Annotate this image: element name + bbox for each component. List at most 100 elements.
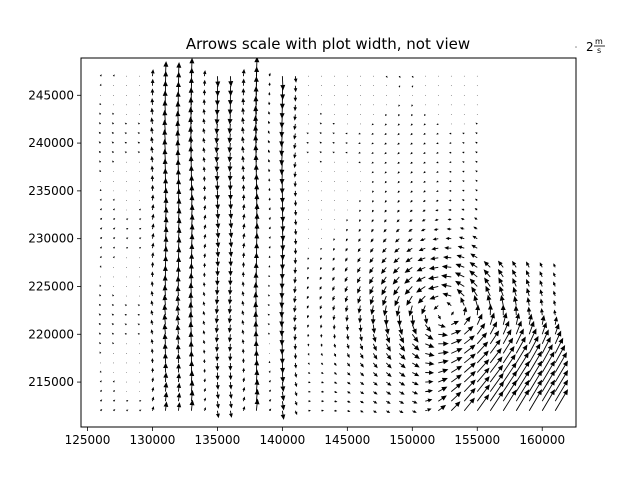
quiver-arrow — [113, 409, 116, 412]
quiver-arrow — [541, 389, 556, 411]
quiver-arrow — [398, 75, 401, 79]
quiver-arrow — [112, 112, 115, 115]
quiver-arrow — [450, 311, 454, 316]
quiver-arrow — [463, 316, 471, 325]
quiver-arrow — [188, 331, 194, 344]
quiver-arrow — [241, 155, 245, 163]
quiver-arrow — [162, 265, 168, 277]
quiver-arrow — [386, 381, 392, 386]
quiver-arrow — [475, 122, 478, 125]
quiver-arrow — [268, 379, 271, 383]
quiver-arrow — [215, 353, 220, 362]
quiver-arrow — [319, 122, 322, 125]
quiver-arrow — [151, 242, 155, 249]
quiver-arrow — [434, 218, 439, 222]
quiver-arrow — [241, 88, 246, 96]
quiver-arrow — [472, 235, 478, 240]
quiver-arrow — [307, 267, 310, 270]
quiver-arrow — [397, 133, 400, 136]
quiver-arrow — [162, 323, 168, 335]
quiver-arrow — [332, 286, 336, 292]
quiver-arrow — [308, 381, 311, 384]
quiver-arrow — [112, 389, 116, 393]
quiver-arrow — [483, 261, 491, 268]
quiver-arrow — [150, 309, 154, 316]
quiver-arrow — [228, 248, 234, 258]
quiver-arrow — [293, 362, 298, 369]
quiver-arrow — [150, 280, 154, 287]
quiver-arrow — [202, 310, 206, 316]
quiver-arrow — [512, 286, 518, 297]
quiver-arrow — [515, 344, 528, 364]
quiver-arrow — [214, 334, 220, 343]
quiver-arrow — [268, 245, 271, 249]
quiver-arrow — [319, 324, 323, 329]
quiver-arrow — [163, 61, 169, 77]
quiver-arrow — [228, 267, 233, 277]
quiver-arrow — [151, 232, 155, 239]
quiver-arrow — [214, 152, 220, 163]
quiver-arrow — [392, 276, 400, 285]
quiver-arrow — [539, 280, 543, 287]
quiver-arrow — [541, 336, 551, 354]
quiver-arrow — [411, 343, 420, 351]
quiver-arrow — [176, 382, 182, 392]
quiver-arrow — [347, 391, 351, 394]
quiver-arrow — [410, 152, 413, 155]
quiver-arrow — [268, 187, 271, 191]
quiver-arrow — [175, 275, 181, 287]
quiver-arrow — [228, 410, 233, 418]
quiver-arrow — [370, 315, 376, 325]
quiver-arrow — [398, 343, 406, 352]
quiver-arrow — [126, 246, 129, 249]
quiver-arrow — [241, 271, 245, 277]
quiver-arrow — [428, 265, 439, 271]
quiver-arrow — [175, 343, 181, 354]
quiver-arrow — [370, 238, 374, 243]
quiver-arrow — [476, 341, 489, 354]
quiver-arrow — [268, 91, 271, 96]
quiver-arrow — [214, 181, 220, 192]
quiver-arrow — [384, 190, 387, 194]
quiver-arrow — [99, 399, 103, 402]
quiver-arrow — [241, 290, 245, 297]
quiver-arrow — [267, 332, 270, 335]
quiver-arrows — [98, 58, 569, 420]
quiver-arrow — [228, 276, 233, 286]
quiver-arrow — [150, 155, 154, 163]
quiver-arrow — [124, 141, 127, 144]
quiver-arrow — [475, 170, 478, 173]
quiver-arrow — [214, 114, 220, 125]
quiver-arrow — [241, 358, 245, 363]
quiver-arrow — [175, 334, 181, 344]
quiver-arrow — [373, 372, 378, 377]
quiver-arrow — [321, 409, 325, 412]
quiver-arrow — [347, 400, 351, 403]
quiver-arrow — [451, 348, 463, 354]
quiver-arrow — [189, 380, 195, 392]
quiver-arrow — [150, 290, 154, 297]
quiver-arrow — [151, 406, 155, 411]
quiver-arrow — [242, 386, 246, 392]
quiver-arrow — [137, 122, 140, 125]
quiver-arrow — [554, 370, 569, 392]
quiver-arrow — [242, 223, 246, 230]
quiver-arrow — [423, 123, 426, 126]
quiver-arrow — [189, 399, 195, 411]
quiver-arrow — [528, 335, 539, 354]
quiver-arrow — [432, 237, 439, 241]
quiver-arrow — [541, 360, 556, 383]
quiver-arrow — [150, 107, 154, 115]
quiver-arrow — [214, 143, 220, 154]
quiver-arrow — [425, 370, 435, 375]
quiver-arrow — [410, 114, 413, 117]
quiver-arrow — [242, 232, 246, 239]
quiver-arrow — [420, 228, 426, 232]
quiver-arrow — [99, 380, 102, 383]
quiver-arrow — [150, 136, 154, 144]
quiver-arrow — [412, 372, 420, 377]
quiver-arrow — [98, 322, 101, 326]
quiver-arrow — [215, 401, 220, 409]
quiver-arrow — [372, 362, 378, 369]
quiver-arrow — [502, 370, 518, 392]
